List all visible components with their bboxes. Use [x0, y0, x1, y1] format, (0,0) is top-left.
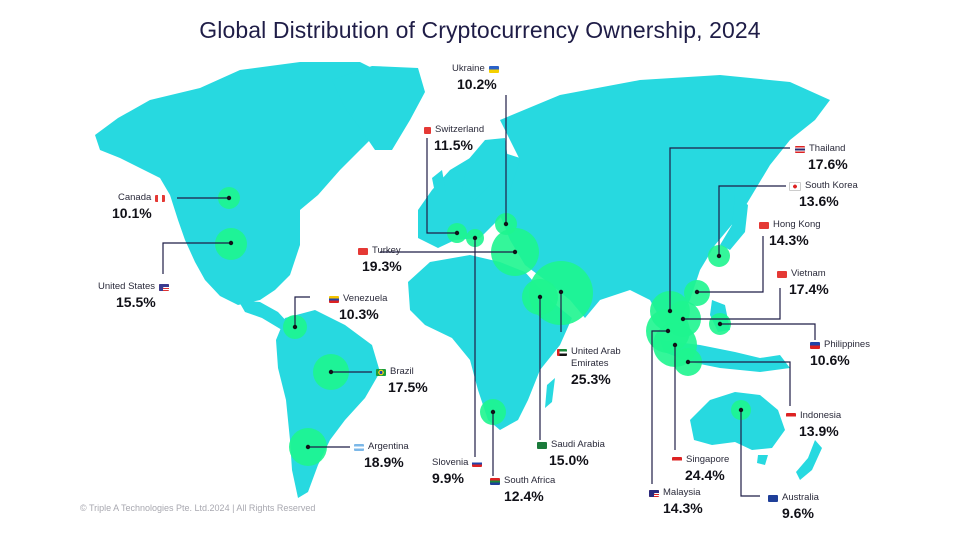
page-title: Global Distribution of Cryptocurrency Ow… — [199, 17, 761, 43]
label-malaysia: Malaysia 14.3% — [649, 487, 703, 517]
label-argentina: Argentina 18.9% — [354, 441, 409, 471]
label-brazil: Brazil 17.5% — [376, 366, 428, 396]
label-ukraine: Ukraine 10.2% — [452, 63, 499, 93]
tasmania — [757, 455, 768, 465]
scandinavia — [462, 138, 508, 200]
brazil-flag-icon — [376, 368, 386, 376]
australia-flag-icon — [768, 494, 778, 502]
usa-flag-icon — [159, 283, 170, 291]
central-america — [238, 300, 290, 330]
switzerland-flag-icon — [424, 126, 431, 134]
australia — [690, 392, 785, 450]
vietnam-flag-icon — [777, 270, 787, 278]
argentina-flag-icon — [354, 443, 364, 451]
uk — [432, 170, 446, 198]
singapore-flag-icon — [672, 456, 682, 464]
malaysia-flag-icon — [649, 489, 659, 497]
label-uae: United Arab Emirates 25.3% — [557, 346, 621, 388]
north-america — [95, 62, 392, 305]
location-dots — [226, 195, 744, 450]
label-australia: Australia 9.6% — [768, 492, 819, 522]
label-slovenia: Slovenia 9.9% — [432, 457, 483, 487]
copyright-footer: © Triple A Technologies Pte. Ltd.2024 | … — [80, 503, 316, 513]
label-indonesia: Indonesia 13.9% — [786, 410, 841, 440]
label-turkey: Turkey 19.3% — [358, 245, 402, 275]
asia — [500, 75, 830, 322]
label-thailand: Thailand 17.6% — [795, 143, 848, 173]
ukraine-flag-icon — [488, 65, 499, 73]
turkey-flag-icon — [358, 247, 368, 255]
leader-lines — [162, 95, 816, 497]
venezuela-flag-icon — [329, 295, 339, 303]
south-africa-flag-icon — [490, 477, 500, 485]
label-united-states: United States 15.5% — [98, 281, 170, 311]
label-switzerland: Switzerland 11.5% — [424, 124, 484, 154]
canada-flag-icon — [155, 194, 166, 202]
philippines-flag-icon — [810, 341, 820, 349]
thailand-flag-icon — [795, 145, 805, 153]
label-vietnam: Vietnam 17.4% — [777, 268, 829, 298]
label-hong-kong: Hong Kong 14.3% — [759, 219, 821, 249]
label-south-africa: South Africa 12.4% — [490, 475, 555, 505]
japan — [720, 195, 748, 250]
slovenia-flag-icon — [472, 459, 483, 467]
greenland — [332, 66, 425, 150]
hong-kong-flag-icon — [759, 221, 769, 229]
uae-flag-icon — [557, 348, 567, 356]
label-venezuela: Venezuela 10.3% — [329, 293, 387, 323]
label-singapore: Singapore 24.4% — [672, 454, 729, 484]
label-canada: Canada 10.1% — [112, 192, 166, 222]
label-south-korea: South Korea 13.6% — [789, 180, 858, 210]
label-philippines: Philippines 10.6% — [810, 339, 870, 368]
madagascar — [545, 378, 555, 408]
label-saudi-arabia: Saudi Arabia 15.0% — [537, 439, 605, 469]
indonesia-flag-icon — [786, 412, 796, 420]
south-korea-flag-icon — [789, 181, 801, 191]
saudi-arabia-flag-icon — [537, 441, 547, 449]
new-zealand — [796, 440, 822, 480]
